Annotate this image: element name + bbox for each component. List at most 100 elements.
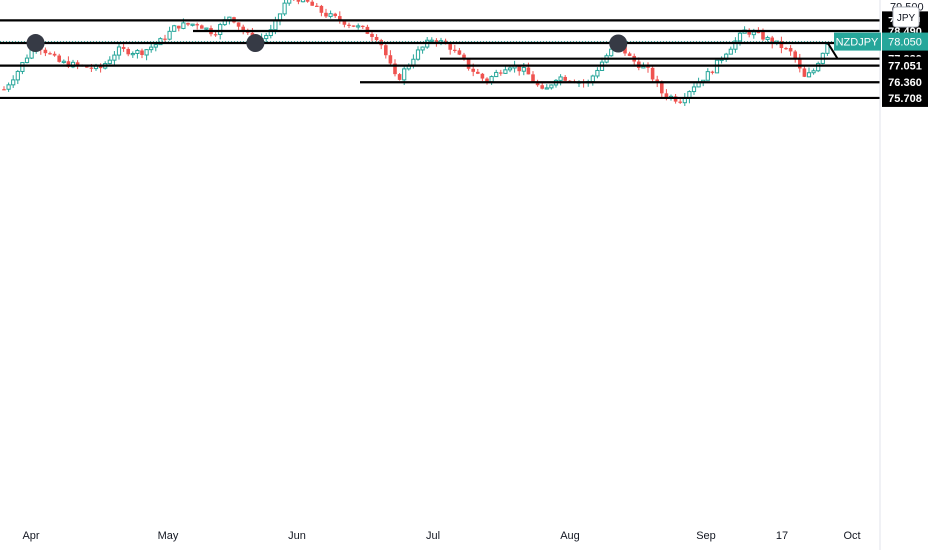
candle [374,34,379,42]
candle [489,75,494,85]
candle [453,44,457,53]
candle [20,62,25,75]
candle [733,37,738,53]
candle [365,24,370,35]
candle [544,84,549,90]
candle [784,46,788,50]
candle [186,22,190,27]
candle [811,68,816,75]
candle [144,49,149,61]
candle [319,4,324,17]
candle [116,42,122,60]
level-price-label: 76.360 [888,77,922,89]
candle [448,42,452,55]
candle [526,62,531,75]
candle [135,49,140,59]
candle [310,0,314,6]
candle [121,43,126,52]
time-tick-label: Jun [288,530,306,542]
candle [107,56,112,65]
currency-badge[interactable]: JPY [892,6,920,28]
horizontal-levels [0,19,880,100]
candle [494,69,499,78]
candle [590,74,595,86]
symbol-label: NZDJPY [836,37,879,49]
candle [420,46,425,54]
candle [480,72,485,82]
candle [6,82,11,92]
candle [806,67,812,78]
candle [112,51,117,65]
candle [293,0,295,1]
candle [43,47,48,57]
candle [300,0,306,3]
time-tick-label: Oct [843,530,860,542]
candle [646,62,650,73]
candle [747,28,751,38]
candle [70,59,76,69]
candle [691,83,697,95]
projection-drawing [826,42,839,59]
candle [415,46,421,61]
time-axis[interactable]: Apr May Jun Jul Aug Sep 17 Oct [22,530,860,542]
candle [719,56,724,64]
candle [728,46,733,55]
current-price-label: 78.050 [888,37,922,49]
candle [788,45,793,56]
candle [140,48,144,59]
candle [324,8,328,19]
candle [305,0,310,3]
candle [485,77,489,85]
candle [15,69,20,85]
candle [167,26,172,41]
candle [153,43,158,52]
projection-path[interactable] [826,42,839,59]
candle [765,35,770,42]
candle [581,79,586,88]
touch-point-marker [26,34,45,53]
candle [172,24,177,32]
level-price-tag: 77.051 [882,56,928,75]
candle [531,71,535,83]
candle [315,3,319,7]
touch-points [26,34,628,53]
candle [356,23,361,30]
candle [507,66,513,73]
candle [393,59,397,77]
candle [595,67,600,79]
level-price-tag: 76.360 [882,73,928,92]
time-tick-label: Jul [426,530,440,542]
time-tick-label: Aug [560,530,580,542]
candle [282,0,287,16]
time-tick-label: May [158,530,179,542]
candle [499,69,503,76]
candle [705,68,710,81]
candle [476,68,480,75]
candle [384,44,388,59]
candle [650,66,655,82]
candle [236,22,241,30]
candle [558,74,563,86]
candle [338,11,342,24]
candle [724,52,729,62]
touch-point-marker [609,34,628,53]
candle [195,22,199,30]
candle [798,53,802,73]
candle [406,63,411,71]
candle [779,36,784,54]
candle [177,25,181,32]
candle [264,32,269,43]
candle [190,23,195,27]
candle [388,50,393,66]
candle [48,51,52,55]
candle [61,59,66,64]
candle [333,12,337,18]
candle [351,25,356,28]
candle [397,73,402,81]
candle [816,61,821,73]
level-price-tag: 75.708 [882,88,928,107]
candle [503,66,508,74]
touch-point-marker [246,34,265,53]
candle [802,65,807,78]
